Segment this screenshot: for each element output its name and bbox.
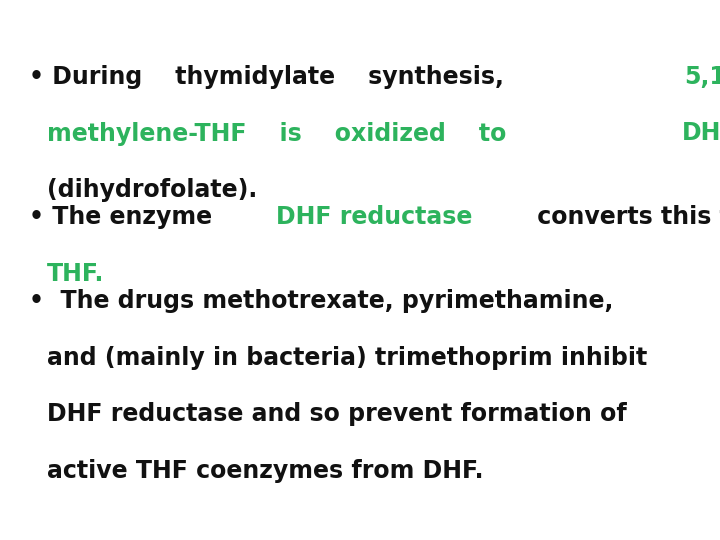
Text: converts this to: converts this to bbox=[529, 205, 720, 229]
Text: (dihydrofolate).: (dihydrofolate). bbox=[47, 178, 257, 202]
Text: • The enzyme: • The enzyme bbox=[29, 205, 220, 229]
Text: DHF reductase: DHF reductase bbox=[276, 205, 472, 229]
Text: DHF reductase and so prevent formation of: DHF reductase and so prevent formation o… bbox=[47, 402, 626, 426]
Text: • During    thymidylate    synthesis,: • During thymidylate synthesis, bbox=[29, 65, 536, 89]
Text: and (mainly in bacteria) trimethoprim inhibit: and (mainly in bacteria) trimethoprim in… bbox=[47, 346, 647, 369]
Text: 5,10-: 5,10- bbox=[684, 65, 720, 89]
Text: methylene-THF    is    oxidized    to: methylene-THF is oxidized to bbox=[47, 122, 539, 145]
Text: DHF: DHF bbox=[682, 122, 720, 145]
Text: THF.: THF. bbox=[47, 262, 104, 286]
Text: active THF coenzymes from DHF.: active THF coenzymes from DHF. bbox=[47, 459, 483, 483]
Text: •  The drugs methotrexate, pyrimethamine,: • The drugs methotrexate, pyrimethamine, bbox=[29, 289, 613, 313]
